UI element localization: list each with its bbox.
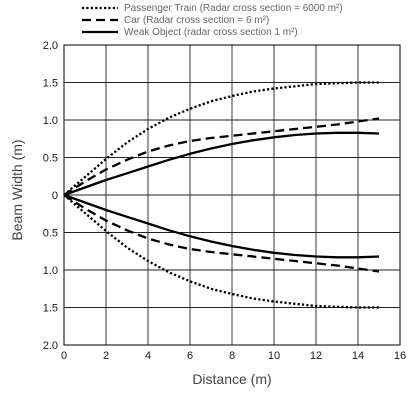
x-tick-label: 6 (187, 350, 193, 362)
series-3-upper-line (63, 131, 380, 197)
y-tick-label: 1.5 (43, 78, 58, 90)
x-tick-label: 4 (145, 350, 151, 362)
x-tick-label: 10 (268, 350, 280, 362)
legend-label-1: Passenger Train (Radar cross section = 6… (124, 3, 343, 14)
series-2-lower-line (63, 194, 380, 273)
y-tick-label: 1.0 (43, 265, 58, 277)
y-tick-label: 0 (52, 190, 58, 202)
y-tick-labels: 2.0 1.5 1.0 0.5 0 0.5 1.0 1.5 2.0 (43, 40, 58, 352)
y-tick-label: 1.0 (43, 115, 58, 127)
x-axis-label: Distance (m) (192, 371, 271, 387)
y-tick-label: 0.5 (43, 228, 58, 240)
series-1-lower-line (63, 194, 379, 309)
y-axis-label: Beam Width (m) (9, 139, 25, 240)
x-tick-label: 12 (310, 350, 322, 362)
series-3-lower-line (63, 193, 380, 259)
y-tick-label: 1.5 (43, 303, 58, 315)
x-tick-label: 2 (103, 350, 109, 362)
series-1-upper-line (63, 81, 379, 196)
legend-label-2: Car (Radar cross section = 6 m²) (124, 15, 269, 26)
legend: Passenger Train (Radar cross section = 6… (82, 3, 343, 38)
x-tick-labels: 0 2 4 6 8 10 12 14 16 (61, 350, 406, 362)
x-tick-label: 0 (61, 350, 67, 362)
y-tick-label: 2.0 (43, 40, 58, 52)
y-tick-label: 2.0 (43, 340, 58, 352)
grid (64, 45, 400, 345)
x-tick-label: 14 (352, 350, 364, 362)
series-2-upper-line (63, 117, 380, 196)
series-lines (63, 81, 380, 309)
plot-frame (63, 44, 401, 346)
legend-label-3: Weak Object (radar cross section 1 m²) (124, 27, 298, 38)
x-tick-label: 8 (229, 350, 235, 362)
x-tick-label: 16 (394, 350, 406, 362)
y-tick-label: 0.5 (43, 153, 58, 165)
